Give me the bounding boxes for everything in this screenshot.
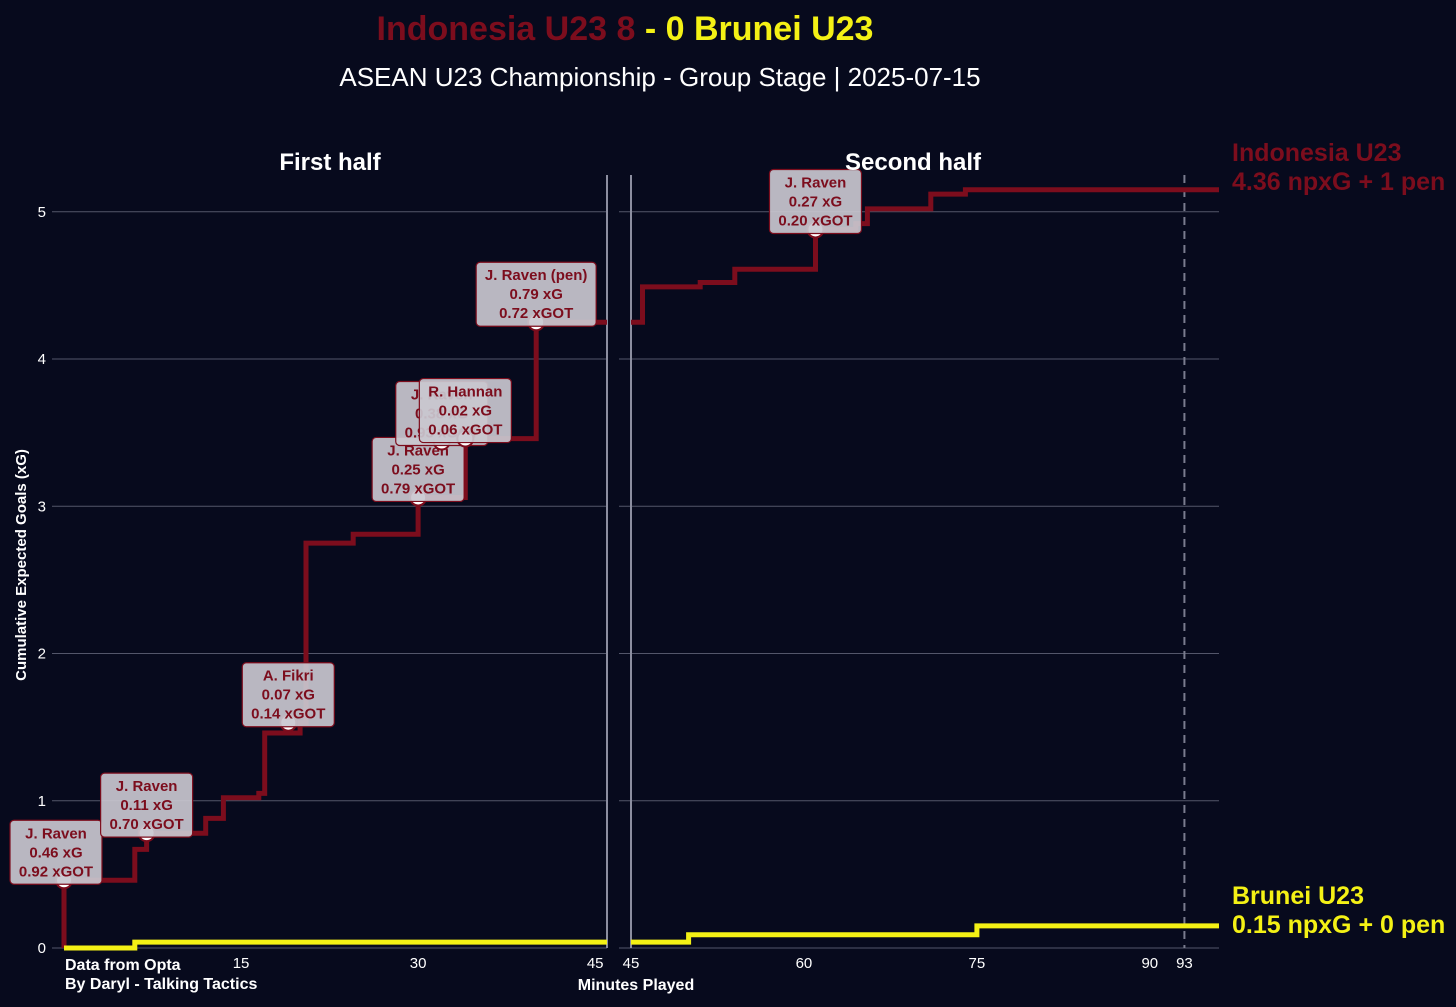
shot-label-line: 0.79 xG xyxy=(509,286,562,303)
series-line-away-first-half xyxy=(64,939,607,951)
y-tick-label: 4 xyxy=(38,351,46,368)
home-title: Indonesia U23 8 xyxy=(377,10,636,48)
shot-label-line: 0.02 xG xyxy=(439,403,492,420)
shot-label-box xyxy=(418,377,512,444)
credit-data-source: Data from Opta xyxy=(65,957,181,974)
first-half-title: First half xyxy=(279,149,381,176)
annotations: J. Raven 0.46 xG 0.92 xGOT J. Raven 0.11 xG 0… xyxy=(9,168,863,890)
shot-label-line: 0.25 xG xyxy=(391,461,444,478)
away-npxg-label: 0.15 npxG + 0 pen xyxy=(1232,911,1445,939)
y-axis-label: Cumulative Expected Goals (xG) xyxy=(13,449,30,681)
match-title: Indonesia U23 8 - 0 Brunei U23 xyxy=(377,10,874,48)
shot-label-box xyxy=(241,662,335,728)
shot-label-box xyxy=(9,819,103,885)
match-subtitle: ASEAN U23 Championship - Group Stage | 2… xyxy=(339,62,980,92)
shot-label-line: 0.14 xGOT xyxy=(251,706,325,723)
series-line-away-second-half xyxy=(631,923,1219,945)
shot-label-line: J. Raven xyxy=(116,778,178,795)
shot-annotation: R. Hannan 0.02 xG 0.06 xGOT xyxy=(418,377,512,448)
shot-label-line: 0.70 xGOT xyxy=(110,816,184,833)
shot-label-line: 0.46 xG xyxy=(29,844,82,861)
x-tick-label: 93 xyxy=(1176,955,1193,972)
shot-label-line: 0.11 xG xyxy=(120,797,173,814)
shot-annotation: J. Raven 0.27 xG 0.20 xGOT xyxy=(768,168,863,239)
x-tick-label: 45 xyxy=(623,955,640,972)
y-tick-label: 5 xyxy=(38,204,46,221)
shot-label-line: J. Raven (pen) xyxy=(485,267,588,284)
shot-label-line: 0.92 xGOT xyxy=(19,863,93,880)
credit-author: By Daryl - Talking Tactics xyxy=(65,976,257,993)
shot-annotation: J. Raven 0.11 xG 0.70 xGOT xyxy=(100,772,194,843)
home-npxg-label: 4.36 npxG + 1 pen xyxy=(1232,168,1445,196)
shot-label-box xyxy=(100,772,194,838)
shot-annotation: A. Fikri 0.07 xG 0.14 xGOT xyxy=(241,662,335,732)
away-title: - 0 Brunei U23 xyxy=(635,10,873,48)
shot-label-line: J. Raven xyxy=(25,825,87,842)
shot-label-line: 0.79 xGOT xyxy=(381,480,455,497)
shot-label-box xyxy=(475,261,597,327)
shot-annotation: J. Raven (pen) 0.79 xG 0.72 xGOT xyxy=(475,261,597,332)
x-tick-label: 30 xyxy=(410,955,427,972)
shot-label-box xyxy=(768,168,863,235)
y-tick-label: 3 xyxy=(38,498,46,515)
x-tick-label: 15 xyxy=(233,955,250,972)
x-tick-label: 60 xyxy=(796,955,813,972)
x-tick-label: 45 xyxy=(587,955,604,972)
shot-label-line: J. Raven xyxy=(387,442,449,459)
x-axis-label: Minutes Played xyxy=(578,977,694,994)
home-team-label: Indonesia U23 xyxy=(1232,139,1402,167)
second-half-title: Second half xyxy=(845,149,982,176)
y-tick-label: 0 xyxy=(38,940,46,957)
shot-label-line: J. Raven xyxy=(785,174,847,191)
shot-label-line: 0.27 xG xyxy=(789,193,842,210)
shot-label-line: 0.72 xGOT xyxy=(499,305,573,322)
y-tick-label: 1 xyxy=(38,793,46,810)
shot-annotation: J. Raven 0.46 xG 0.92 xGOT xyxy=(9,819,103,890)
x-tick-label: 75 xyxy=(969,955,986,972)
shot-label-line: 0.07 xG xyxy=(262,687,315,704)
shot-label-line: R. Hannan xyxy=(428,384,502,401)
shot-annotation: J. Raven 0.25 xG 0.79 xGOT xyxy=(371,436,465,507)
shot-label-line: 0.06 xGOT xyxy=(428,422,502,439)
away-team-label: Brunei U23 xyxy=(1232,882,1364,910)
y-tick-label: 2 xyxy=(38,646,46,663)
x-tick-label: 90 xyxy=(1141,955,1158,972)
shot-label-line: A. Fikri xyxy=(263,668,314,685)
shot-label-line: 0.20 xGOT xyxy=(778,212,852,229)
